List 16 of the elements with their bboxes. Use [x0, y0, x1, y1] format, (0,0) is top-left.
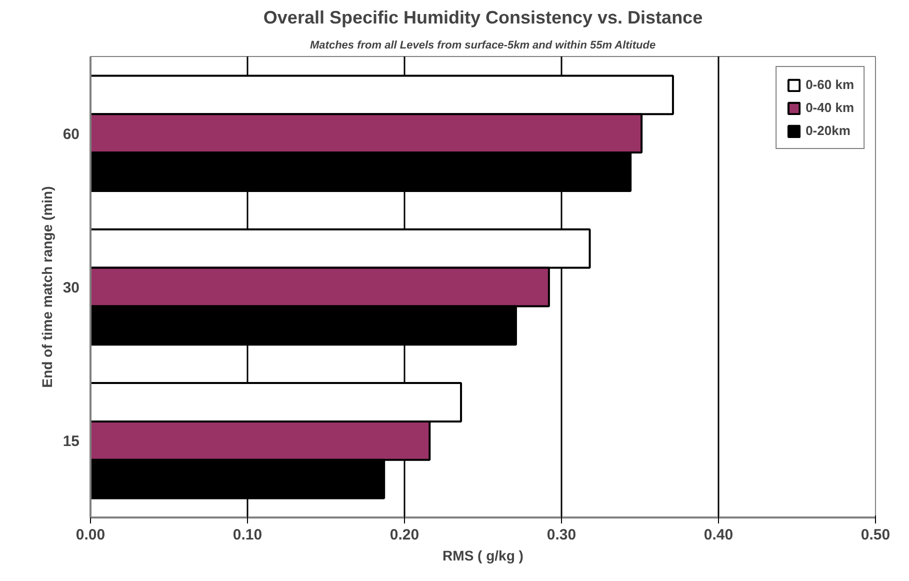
x-tick-label: 0.20 [390, 526, 420, 544]
legend-label: 0-40 km [806, 100, 854, 115]
x-axis-title: RMS ( g/kg ) [442, 548, 524, 564]
x-tick-label: 0.00 [76, 526, 106, 544]
y-axis-title: End of time match range (min) [38, 186, 55, 388]
x-tick-label: 0.50 [860, 526, 890, 544]
y-tick-label: 60 [62, 126, 80, 143]
x-tick-label: 0.30 [546, 526, 576, 544]
y-tick-label: 30 [62, 280, 80, 296]
chart-title: Overall Specific Humidity Consistency vs. Distance [263, 8, 703, 28]
legend-label: 0-60 km [806, 77, 854, 92]
x-tick-label: 0.40 [704, 526, 734, 544]
y-tick-label: 15 [62, 433, 80, 450]
x-tick-label: 0.10 [232, 526, 262, 544]
chart-subtitle: Matches from all Levels from surface-5km and within 55m Altitude [310, 40, 656, 52]
legend-label: 0-20km [806, 123, 850, 138]
